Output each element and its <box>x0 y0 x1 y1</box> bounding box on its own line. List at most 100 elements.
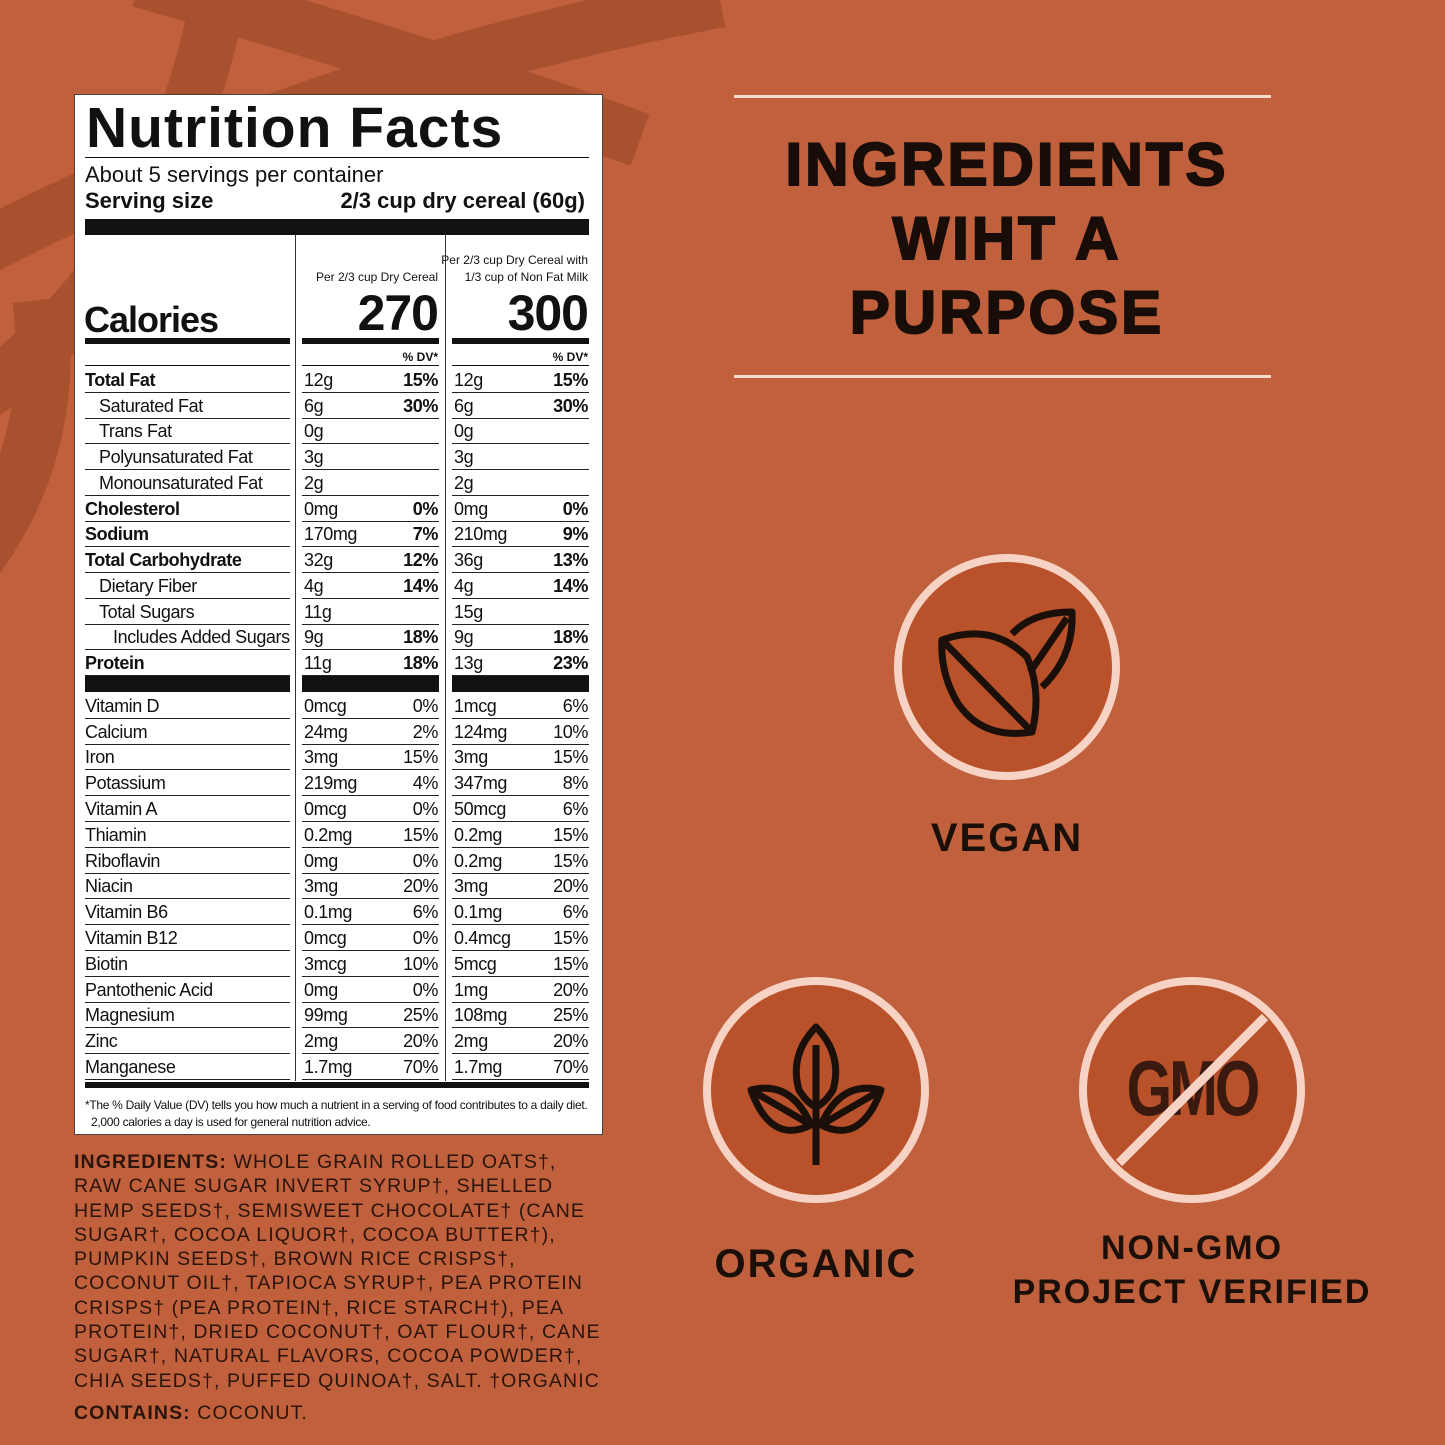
nutrient-amount-col2: 9g <box>454 627 474 648</box>
ingredients-text: PUMPKIN SEEDS†, BROWN RICE CRISPS†, <box>74 1248 516 1271</box>
nutrient-name: Total Fat <box>85 369 156 390</box>
nutrient-name-cell: Protein <box>85 650 290 676</box>
vegan-label: VEGAN <box>930 816 1084 860</box>
nutrient-name: Dietary Fiber <box>99 575 197 596</box>
ingredients-line: SUGAR†, COCOA LIQUOR†, COCOA BUTTER†), <box>74 1223 634 1247</box>
nutrient-col1-cell: 4g 14% <box>302 573 439 599</box>
nutrient-amount-col2: 0.2mg <box>454 850 503 871</box>
organic-label: ORGANIC <box>714 1242 918 1286</box>
nutrient-dv-col1: 4% <box>412 773 439 794</box>
nutrient-amount-col2: 12g <box>454 369 483 390</box>
footnote-line2: 2,000 calories a day is used for general… <box>91 1115 371 1129</box>
nutrient-amount-col1: 0mg <box>304 498 338 519</box>
nutrient-amount-col1: 24mg <box>304 721 348 742</box>
nutrient-amount-col2: 2g <box>454 472 474 493</box>
non-gmo-label-line2: PROJECT VERIFIED <box>1012 1273 1372 1311</box>
organic-badge <box>703 977 929 1203</box>
nutrient-amount-col1: 9g <box>304 627 324 648</box>
nutrient-name: Vitamin B12 <box>85 927 178 948</box>
nutrient-col1-cell: 0.2mg 15% <box>302 822 439 848</box>
nutrient-amount-col2: 108mg <box>454 1005 508 1026</box>
nutrient-name: Potassium <box>85 773 166 794</box>
nutrient-col2-cell: 5mcg 15% <box>452 951 589 977</box>
nutrient-amount-col2: 3mg <box>454 876 488 897</box>
nutrient-col2-cell: 2mg 20% <box>452 1028 589 1055</box>
nutrient-col1-cell: 0mg 0% <box>302 977 439 1003</box>
nutrient-dv-col1: 18% <box>403 627 438 648</box>
nutrient-col1-cell: 9g 18% <box>302 625 439 651</box>
nutrient-dv-col1: 15% <box>403 824 438 845</box>
nutrient-name-cell: Riboflavin <box>85 848 290 874</box>
contains-value: COCONUT. <box>190 1401 308 1424</box>
nutrient-amount-col1: 3mg <box>304 876 338 897</box>
nutrient-name: Manganese <box>85 1056 176 1077</box>
ingredients-line: HEMP SEEDS†, SEMISWEET CHOCOLATE† (CANE <box>74 1199 634 1223</box>
nutrient-amount-col2: 1.7mg <box>454 1056 503 1077</box>
calories-col1: 270 <box>357 285 439 341</box>
nutrient-col2-cell: 3mg 20% <box>452 874 589 900</box>
nutrient-amount-col2: 5mcg <box>454 953 497 974</box>
nutrient-name: Total Carbohydrate <box>85 550 242 570</box>
nutrient-col1-cell: 6g 30% <box>302 393 439 419</box>
col2-header-line2: 1/3 cup of Non Fat Milk <box>464 270 588 284</box>
nutrient-name-cell: Total Sugars <box>85 599 290 625</box>
nutrient-amount-col2: 2mg <box>454 1031 488 1052</box>
nutrient-amount-col2: 3g <box>454 447 474 467</box>
nutrient-amount-col2: 15g <box>454 601 483 622</box>
nutrient-col2-cell: 12g 15% <box>452 367 589 393</box>
nutrient-amount-col2: 13g <box>454 653 483 673</box>
nutrient-amount-col1: 6g <box>304 395 324 416</box>
nutrient-amount-col1: 0mcg <box>304 798 347 819</box>
nutrient-dv-col1: 10% <box>403 953 438 974</box>
nutrient-name-cell: Sodium <box>85 522 290 548</box>
nutrient-amount-col2: 36g <box>454 550 483 570</box>
nutrient-col1-cell: 0mcg 0% <box>302 925 439 951</box>
nutrient-name: Zinc <box>85 1031 118 1052</box>
nutrient-dv-col2: 15% <box>553 927 588 948</box>
nutrient-col1-cell: 2g <box>302 470 439 496</box>
nutrient-col2-cell: 108mg 25% <box>452 1003 589 1029</box>
nutrition-title: Nutrition Facts <box>86 96 504 160</box>
nutrient-name-cell: Dietary Fiber <box>85 573 290 599</box>
nutrient-dv-col1: 0% <box>412 850 439 871</box>
nutrient-dv-col1: 20% <box>403 876 438 897</box>
nutrient-dv-col2: 15% <box>553 850 588 871</box>
nutrient-amount-col2: 1mcg <box>454 695 497 716</box>
nutrient-dv-col2: 6% <box>562 695 589 716</box>
nutrient-col2-cell: 4g 14% <box>452 573 589 599</box>
footnote-line1: *The % Daily Value (DV) tells you how mu… <box>85 1098 588 1112</box>
nutrient-name-cell: Vitamin B6 <box>85 899 290 926</box>
non-gmo-label-line1: NON-GMO <box>1100 1229 1284 1267</box>
nutrient-name-cell: Saturated Fat <box>85 393 290 419</box>
nutrient-col2-cell: 6g 30% <box>452 393 589 419</box>
nutrient-dv-col1: 2% <box>412 721 439 742</box>
nutrient-name-cell: Cholesterol <box>85 496 290 522</box>
nutrient-name: Iron <box>85 747 115 768</box>
nutrient-name: Polyunsaturated Fat <box>99 447 253 467</box>
nutrient-name-cell: Total Carbohydrate <box>85 547 290 573</box>
nutrient-name-cell: Vitamin B12 <box>85 925 290 951</box>
nutrient-name: Vitamin A <box>85 798 158 819</box>
nutrient-dv-col2: 15% <box>553 369 588 390</box>
nutrient-amount-col2: 0.2mg <box>454 824 503 845</box>
nutrient-name: Niacin <box>85 876 133 897</box>
non-gmo-badge: GMO <box>1079 977 1305 1203</box>
nutrient-name-cell: Potassium <box>85 770 290 797</box>
nutrient-dv-col1: 0% <box>412 695 439 716</box>
nutrient-name: Saturated Fat <box>99 395 203 416</box>
nutrient-dv-col2: 20% <box>553 1031 588 1052</box>
nutrient-name-cell: Biotin <box>85 951 290 977</box>
nutrient-dv-col1: 12% <box>403 550 438 570</box>
nutrient-amount-col2: 1mg <box>454 979 488 1000</box>
leaf-icon <box>938 608 1076 737</box>
nutrient-col2-cell: 1mg 20% <box>452 977 589 1003</box>
nutrient-name-cell: Niacin <box>85 874 290 900</box>
nutrient-col2-cell: 3g <box>452 444 589 470</box>
nutrient-dv-col1: 0% <box>412 798 439 819</box>
ingredients-text: SUGAR†, COCOA LIQUOR†, COCOA BUTTER†), <box>74 1223 556 1246</box>
nutrient-amount-col1: 99mg <box>304 1005 348 1026</box>
nutrient-dv-col2: 13% <box>553 550 588 570</box>
page-heading: INGREDIENTS WIHT A PURPOSE <box>700 128 1314 350</box>
nutrient-amount-col2: 3mg <box>454 747 488 768</box>
nutrient-col1-cell: 170mg 7% <box>302 522 439 548</box>
